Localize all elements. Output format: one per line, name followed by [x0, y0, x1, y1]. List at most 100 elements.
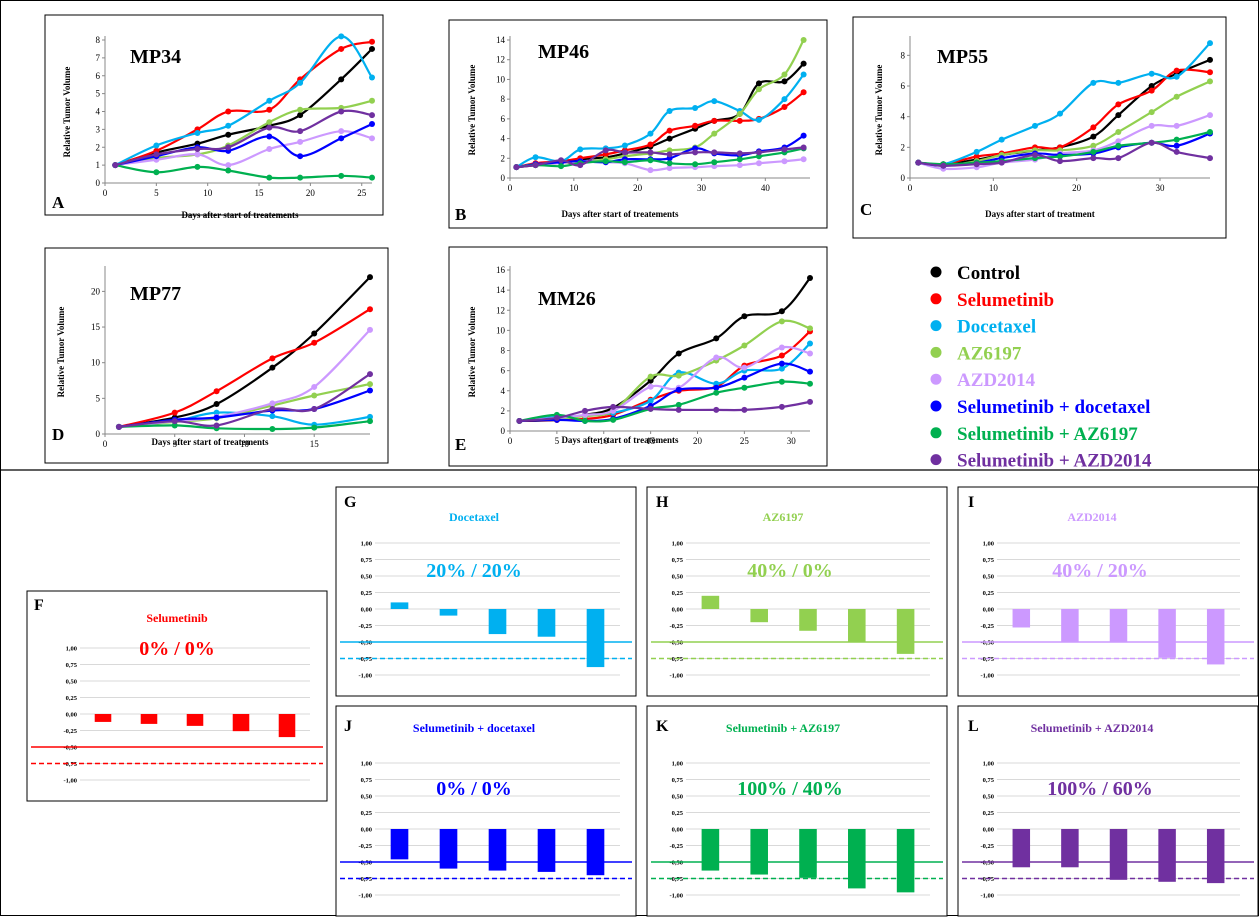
data-point	[755, 86, 762, 93]
data-point	[807, 398, 813, 405]
data-point	[647, 397, 654, 404]
data-point	[369, 45, 375, 52]
data-point	[338, 135, 345, 142]
data-point	[311, 424, 318, 431]
x-tick-label: 5	[172, 439, 177, 449]
y-axis-label: Relative Tumor Volume	[62, 67, 72, 158]
chart-title: Selumetinib + docetaxel	[413, 721, 536, 735]
legend-marker	[930, 373, 942, 385]
data-point	[800, 71, 807, 78]
y-tick-label: 10	[496, 74, 506, 84]
data-point	[666, 135, 673, 142]
data-point	[513, 164, 520, 171]
data-point	[115, 423, 122, 430]
data-point	[266, 174, 273, 181]
data-point	[213, 401, 220, 408]
data-point	[311, 406, 318, 413]
data-point	[577, 162, 584, 169]
data-point	[338, 33, 345, 40]
data-point	[367, 306, 373, 313]
bar	[750, 609, 768, 623]
y-tick-label: 1,00	[672, 541, 683, 548]
series-line	[115, 123, 373, 167]
response-annotation: 20% / 20%	[426, 560, 522, 582]
data-point	[781, 158, 788, 165]
data-point	[621, 159, 628, 166]
data-point	[369, 121, 375, 128]
data-point	[297, 153, 304, 160]
data-point	[781, 78, 788, 85]
x-axis-label: Days after start of treatment	[985, 209, 1095, 219]
data-point	[367, 381, 373, 388]
y-tick-label: 2	[901, 142, 906, 152]
data-point	[225, 122, 232, 129]
y-tick-label: 12	[496, 55, 505, 65]
data-point	[311, 392, 318, 399]
response-annotation: 100% / 40%	[737, 778, 843, 800]
data-point	[666, 107, 673, 114]
response-annotation: 100% / 60%	[1047, 778, 1153, 800]
y-tick-label: -0,50	[63, 745, 77, 752]
data-point	[194, 146, 201, 153]
data-point	[610, 403, 617, 410]
data-point	[1057, 158, 1063, 165]
data-point	[621, 142, 628, 149]
data-point	[741, 384, 748, 391]
y-tick-label: -0,75	[980, 876, 994, 883]
data-point	[213, 422, 220, 429]
series-6	[516, 378, 813, 424]
y-tick-label: 0,75	[672, 557, 684, 564]
y-tick-label: 8	[96, 35, 101, 45]
data-point	[297, 106, 304, 113]
bar	[390, 829, 409, 860]
data-point	[736, 150, 743, 157]
series-line	[118, 420, 371, 431]
data-point	[807, 350, 813, 357]
data-point	[225, 108, 232, 115]
data-point	[311, 383, 318, 390]
response-annotation: 40% / 20%	[1052, 560, 1148, 582]
y-tick-label: -0,25	[669, 623, 683, 630]
x-tick-label: 20	[1072, 183, 1082, 193]
data-point	[736, 156, 743, 163]
panel-letter: B	[455, 205, 466, 224]
data-point	[778, 378, 785, 385]
x-tick-label: 0	[508, 436, 513, 446]
x-tick-label: 5	[555, 436, 560, 446]
series-line	[115, 130, 373, 167]
data-point	[675, 406, 682, 413]
chart-title: AZ6197	[763, 510, 804, 524]
legend-marker	[930, 400, 942, 412]
data-point	[225, 162, 232, 169]
data-point	[675, 350, 682, 357]
bar	[750, 829, 768, 875]
data-point	[1115, 79, 1122, 86]
y-tick-label: 10	[496, 325, 506, 335]
data-point	[1090, 79, 1097, 86]
y-tick-label: 6	[96, 71, 101, 81]
panel-frame	[852, 16, 1227, 239]
y-tick-label: 15	[91, 322, 101, 332]
y-tick-label: -0,25	[358, 843, 372, 850]
chart-title: MP34	[130, 46, 181, 68]
y-tick-label: 0	[96, 178, 101, 188]
data-point	[711, 117, 718, 124]
data-point	[713, 389, 720, 396]
panel-frame	[448, 246, 828, 467]
data-point	[1057, 110, 1063, 117]
y-tick-label: -0,75	[358, 876, 372, 883]
data-point	[973, 148, 980, 155]
data-point	[713, 384, 720, 391]
y-tick-label: 5	[96, 89, 101, 99]
series-7	[115, 371, 373, 430]
bar	[232, 714, 250, 732]
y-tick-label: 10	[91, 358, 101, 368]
legend-label: Control	[957, 263, 1020, 284]
x-tick-label: 30	[1156, 183, 1166, 193]
panel-d: 0 5 10 15 20 0 5 10 15 MP77 D Days after start of t…	[44, 247, 389, 464]
y-axis-label: Relative Tumor Volume	[467, 65, 477, 156]
bar	[1158, 829, 1176, 882]
legend-label: Selumetinib	[957, 290, 1054, 311]
data-point	[266, 97, 273, 104]
